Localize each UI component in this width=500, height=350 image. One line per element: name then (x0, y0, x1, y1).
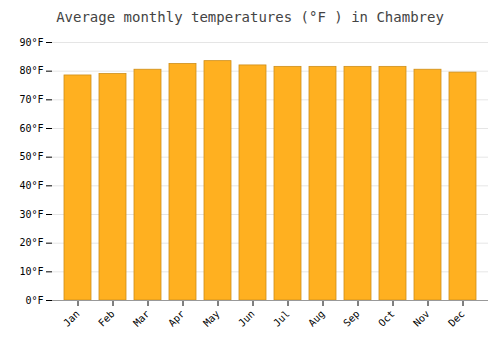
svg-text:90°F: 90°F (19, 37, 43, 48)
svg-text:Mar: Mar (131, 308, 152, 329)
svg-text:Jun: Jun (236, 308, 257, 329)
svg-text:10°F: 10°F (19, 266, 43, 277)
svg-text:30°F: 30°F (19, 209, 43, 220)
svg-text:70°F: 70°F (19, 94, 43, 105)
svg-text:Dec: Dec (446, 308, 467, 329)
svg-text:20°F: 20°F (19, 237, 43, 248)
svg-text:60°F: 60°F (19, 123, 43, 134)
svg-text:May: May (201, 308, 222, 329)
html-text:Average monthly temperatures (: Average monthly temperatures (°F ) in Ch… (56, 9, 444, 25)
svg-text:Feb: Feb (96, 308, 117, 329)
svg-text:Jul: Jul (271, 308, 292, 329)
svg-text:Aug: Aug (306, 308, 327, 329)
svg-text:Jan: Jan (61, 308, 82, 329)
svg-text:Sep: Sep (341, 308, 362, 329)
svg-text:80°F: 80°F (19, 65, 43, 76)
svg-text:Oct: Oct (376, 308, 397, 329)
svg-text:0°F: 0°F (25, 295, 43, 306)
svg-text:Nov: Nov (411, 308, 432, 329)
svg-text:Apr: Apr (166, 308, 187, 329)
svg-text:40°F: 40°F (19, 180, 43, 191)
svg-text:50°F: 50°F (19, 151, 43, 162)
